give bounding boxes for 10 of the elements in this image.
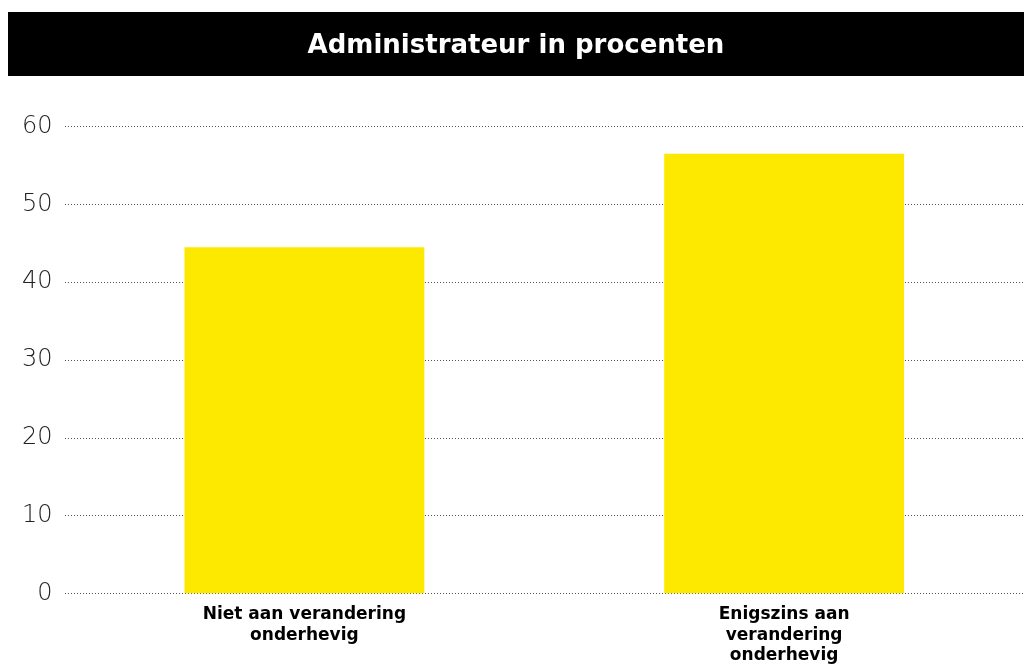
x-tick-label: Niet aan verandering onderhevig bbox=[202, 603, 407, 644]
y-tick-label: 20 bbox=[21, 422, 53, 451]
y-tick-label: 40 bbox=[21, 266, 53, 295]
y-tick-label: 60 bbox=[21, 110, 53, 139]
y-tick-label: 50 bbox=[21, 188, 53, 217]
y-tick-label: 0 bbox=[37, 578, 53, 607]
y-tick-label: 30 bbox=[21, 344, 53, 373]
chart-title: Administrateur in procenten bbox=[8, 12, 1024, 76]
x-tick-label: Enigszins aan verandering onderhevig bbox=[718, 603, 850, 665]
y-tick-label: 10 bbox=[21, 500, 53, 529]
